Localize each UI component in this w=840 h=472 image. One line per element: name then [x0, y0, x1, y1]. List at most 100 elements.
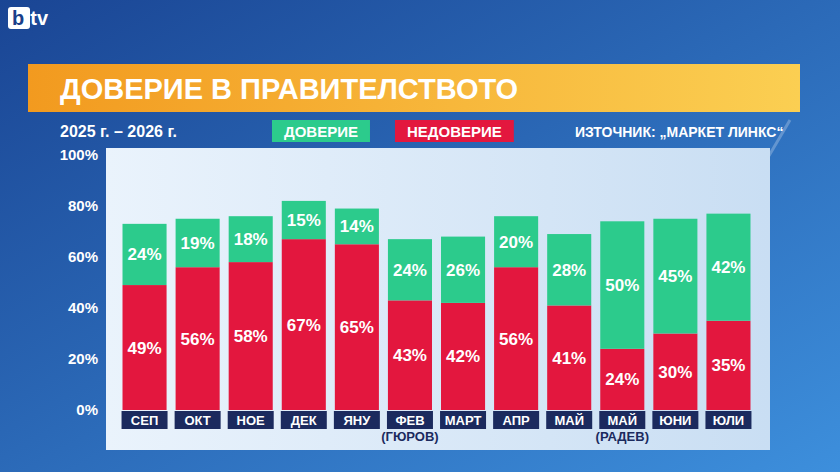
category-box: [599, 411, 645, 429]
y-tick-label: 100%: [60, 146, 98, 163]
x-tick-label: МАЙ: [554, 413, 584, 428]
bar-segment: [229, 216, 273, 262]
bar-segment: [388, 300, 432, 410]
y-tick-label: 80%: [68, 197, 98, 214]
legend-item: НЕДОВЕРИЕ: [395, 120, 514, 142]
background: [0, 0, 840, 472]
y-tick-label: 20%: [68, 350, 98, 367]
bar-segment: [441, 303, 485, 410]
x-tick-line: (РАДЕВ): [596, 429, 649, 444]
bar-segment: [494, 216, 538, 267]
x-tick-line: ЯНУ: [343, 413, 371, 428]
category-box: [705, 411, 751, 429]
logo-part: b: [12, 7, 24, 29]
category-box: [652, 411, 698, 429]
data-label: 65%: [340, 318, 374, 337]
category-box: [440, 411, 486, 429]
x-tick-line: МАЙ: [554, 413, 584, 428]
data-label: 20%: [499, 233, 533, 252]
category-box: [175, 411, 221, 429]
category-box: [334, 411, 380, 429]
bar-segment: [441, 237, 485, 303]
bar-segment: [176, 267, 220, 410]
category-box: [387, 411, 433, 429]
bar-segment: [335, 209, 379, 245]
data-label: 67%: [287, 316, 321, 335]
category-box: [546, 411, 592, 429]
data-label: 56%: [181, 330, 215, 349]
x-tick-label: МАРТ: [445, 413, 482, 428]
logo-box: [8, 7, 30, 29]
data-label: 19%: [181, 234, 215, 253]
y-tick-label: 40%: [68, 299, 98, 316]
x-tick-line: МАРТ: [445, 413, 482, 428]
x-tick-label: ЮЛИ: [713, 413, 744, 428]
bar-segment: [335, 244, 379, 410]
x-tick-line: МАЙ: [608, 413, 638, 428]
x-tick-line: ОКТ: [184, 413, 210, 428]
bar-segment: [547, 234, 591, 305]
bar-segment: [282, 201, 326, 239]
bar-segment: [388, 239, 432, 300]
data-label: 24%: [605, 370, 639, 389]
bar-segment: [229, 262, 273, 410]
x-tick-line: СЕП: [131, 413, 158, 428]
bar-segment: [706, 321, 750, 410]
legend-swatch: [272, 120, 370, 142]
data-label: 28%: [552, 261, 586, 280]
y-tick-label: 60%: [68, 248, 98, 265]
x-tick-label: СЕП: [131, 413, 158, 428]
bar-segment: [123, 285, 167, 410]
data-label: 49%: [128, 339, 162, 358]
bars: [123, 201, 751, 410]
bar-segment: [176, 219, 220, 267]
data-label: 56%: [499, 330, 533, 349]
data-label: 42%: [711, 258, 745, 277]
bar-segment: [600, 221, 644, 348]
data-label: 15%: [287, 211, 321, 230]
chart-root: btv ДОВЕРИЕ В ПРАВИТЕЛСТВОТО 2025 г. – 202…: [0, 0, 840, 472]
data-label: 41%: [552, 349, 586, 368]
data-label: 14%: [340, 217, 374, 236]
bar-segment: [600, 349, 644, 410]
x-tick-line: ДЕК: [291, 413, 317, 428]
category-box: [281, 411, 327, 429]
category-box: [493, 411, 539, 429]
annotation: ИЗТОЧНИК: „МАРКЕТ ЛИНКС“: [575, 124, 783, 140]
bar-segment: [706, 214, 750, 321]
data-label: 26%: [446, 261, 480, 280]
title: ДОВЕРИЕ В ПРАВИТЕЛСТВОТО: [60, 73, 518, 105]
x-tick-label: ЯНУ: [343, 413, 371, 428]
y-tick-label: 0%: [76, 401, 98, 418]
bar-segment: [123, 224, 167, 285]
data-label: 45%: [658, 267, 692, 286]
data-label: 24%: [393, 261, 427, 280]
x-tick-line: ЮЛИ: [713, 413, 744, 428]
bar-segment: [282, 239, 326, 410]
data-label: 58%: [234, 327, 268, 346]
bar-segment: [653, 219, 697, 334]
category-box: [228, 411, 274, 429]
plot-panel: [106, 148, 770, 450]
x-tick-label: АПР: [503, 413, 531, 428]
data-label: 30%: [658, 363, 692, 382]
data-labels: 49%24%56%19%58%18%67%15%65%14%43%24%42%2…: [128, 211, 746, 389]
data-label: 35%: [711, 356, 745, 375]
subtitle: 2025 г. – 2026 г.: [60, 123, 177, 140]
bar-segment: [494, 267, 538, 410]
legend-label: НЕДОВЕРИЕ: [407, 123, 502, 140]
x-tick-line: НОЕ: [237, 413, 266, 428]
x-tick-label: НОЕ: [237, 413, 266, 428]
data-label: 24%: [128, 245, 162, 264]
legend-label: ДОВЕРИЕ: [284, 123, 358, 140]
data-label: 18%: [234, 230, 268, 249]
category-box: [122, 411, 168, 429]
bar-segment: [547, 305, 591, 410]
logo-part: tv: [30, 7, 49, 29]
title-banner: [28, 64, 800, 112]
x-tick-label: ДЕК: [291, 413, 317, 428]
legend-swatch: [395, 120, 514, 142]
x-tick-line: ФЕВ: [395, 413, 424, 428]
x-tick-line: ЮНИ: [659, 413, 691, 428]
x-tick-label: ЮНИ: [659, 413, 691, 428]
